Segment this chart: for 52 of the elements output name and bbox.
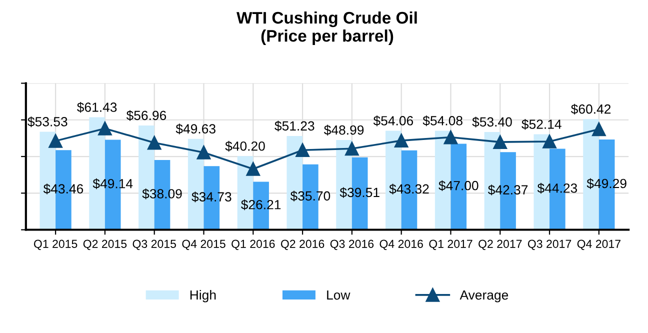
x-tick-label: Q4 2016 xyxy=(380,240,423,250)
x-tick-label: Q2 2016 xyxy=(280,240,324,250)
data-label: $40.20 xyxy=(225,140,265,152)
data-label: $34.73 xyxy=(192,192,232,202)
data-label: $43.32 xyxy=(389,184,429,194)
legend-label: Low xyxy=(327,290,350,300)
point xyxy=(246,162,260,176)
x-tick-label: Q1 2015 xyxy=(34,240,78,250)
point xyxy=(147,136,162,150)
data-label: $54.06 xyxy=(373,116,414,126)
legend-label: Average xyxy=(460,290,508,302)
point xyxy=(48,134,63,148)
data-label: $53.40 xyxy=(472,116,512,128)
data-label: $43.46 xyxy=(43,184,84,194)
x-tick-label: Q4 2015 xyxy=(182,240,226,250)
point xyxy=(493,135,508,149)
data-label: $49.29 xyxy=(586,178,626,189)
x-tick-label: Q2 2017 xyxy=(478,240,522,250)
data-label: $44.23 xyxy=(537,182,578,194)
point xyxy=(542,134,556,148)
point xyxy=(98,122,112,136)
x-tick-label: Q2 2015 xyxy=(83,240,127,250)
data-label: $49.14 xyxy=(92,178,133,190)
data-label: $61.43 xyxy=(77,102,117,113)
data-label: $38.09 xyxy=(142,188,182,200)
data-label: $53.53 xyxy=(28,116,68,128)
point xyxy=(196,146,211,160)
chart-title: WTI Cushing Crude Oil (Price per barrel) xyxy=(236,11,417,46)
x-tick-label: Q1 2017 xyxy=(429,240,472,250)
data-label: $42.37 xyxy=(488,184,528,196)
data-label: $60.42 xyxy=(570,104,611,115)
data-label: $56.96 xyxy=(126,110,166,121)
point xyxy=(394,134,408,148)
x-tick-label: Q3 2017 xyxy=(528,240,572,250)
x-tick-label: Q1 2016 xyxy=(232,240,275,250)
legend-label: High xyxy=(190,290,216,302)
data-label: $54.08 xyxy=(422,115,462,126)
x-tick-label: Q3 2016 xyxy=(330,240,374,250)
point xyxy=(344,142,359,156)
data-label: $52.14 xyxy=(522,119,562,130)
data-label: $48.99 xyxy=(324,124,364,136)
data-label: $26.21 xyxy=(241,199,281,210)
x-tick-label: Q3 2015 xyxy=(132,240,176,250)
point xyxy=(444,130,458,144)
data-label: $51.23 xyxy=(274,120,314,132)
data-label: $47.00 xyxy=(438,180,478,192)
point xyxy=(296,143,310,158)
data-label: $35.70 xyxy=(290,190,330,202)
x-tick-label: Q4 2017 xyxy=(577,240,620,250)
point xyxy=(592,122,606,136)
data-label: $49.63 xyxy=(176,124,216,134)
data-label: $39.51 xyxy=(340,187,380,198)
